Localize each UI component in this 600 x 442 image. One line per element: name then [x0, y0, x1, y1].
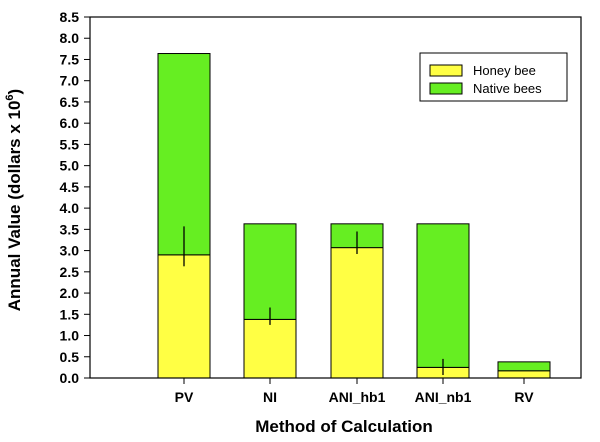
legend-swatch-honey-bee	[429, 64, 463, 77]
y-axis-title-close: )	[5, 89, 24, 95]
plot-layer	[157, 53, 551, 379]
y-tick-label: 6.0	[60, 115, 80, 131]
y-tick-label: 6.5	[60, 94, 80, 110]
y-tick-label: 4.0	[60, 200, 80, 216]
legend-label-honey-bee: Honey bee	[473, 63, 536, 78]
y-axis-title-exponent: 6	[4, 94, 16, 100]
y-tick-label: 3.0	[60, 243, 80, 259]
x-category-label: ANI_nb1	[415, 389, 472, 405]
bar-segment-honey-bee	[157, 254, 211, 379]
legend-box	[419, 52, 568, 102]
legend: Honey bee Native bees	[419, 52, 568, 102]
y-axis-ticks: 0.0 0.5 1.0 1.5 2.0 2.5 3.0 3.5 4.0 4.5 5.0 5.5 6.0 6…	[60, 9, 90, 386]
y-tick-label: 7.0	[60, 73, 80, 89]
bar-segment-honey-bee	[330, 247, 384, 379]
x-axis-categories: PV NI ANI_hb1 ANI_nb1 RV	[175, 378, 534, 405]
y-tick-label: 8.5	[60, 9, 80, 25]
bar-segment-honey-bee	[243, 318, 297, 379]
y-tick-label: 4.5	[60, 179, 80, 195]
bar-segment-native-bees	[497, 361, 551, 372]
x-category-label: PV	[175, 389, 194, 405]
y-tick-label: 3.5	[60, 221, 80, 237]
x-category-label: ANI_hb1	[329, 389, 386, 405]
bar-segment-native-bees	[416, 223, 470, 368]
bar-segment-native-bees	[157, 53, 211, 256]
y-tick-label: 2.0	[60, 285, 80, 301]
x-category-label: RV	[514, 389, 534, 405]
legend-label-native-bees: Native bees	[473, 81, 542, 96]
x-axis-title: Method of Calculation	[255, 417, 433, 436]
y-tick-label: 5.5	[60, 136, 80, 152]
y-tick-label: 1.5	[60, 306, 80, 322]
y-tick-label: 0.0	[60, 370, 80, 386]
bar-segment-native-bees	[243, 223, 297, 320]
y-axis-title: Annual Value (dollars x 106)	[4, 89, 24, 311]
y-axis-title-main: Annual Value (dollars x 10	[5, 101, 24, 312]
y-tick-label: 0.5	[60, 349, 80, 365]
y-tick-label: 1.0	[60, 328, 80, 344]
y-tick-label: 8.0	[60, 30, 80, 46]
y-tick-label: 2.5	[60, 264, 80, 280]
y-tick-label: 5.0	[60, 158, 80, 174]
bar-segment-honey-bee	[497, 370, 551, 379]
x-category-label: NI	[263, 389, 277, 405]
y-tick-label: 7.5	[60, 51, 80, 67]
legend-swatch-native-bees	[429, 82, 463, 95]
plot-frame	[89, 16, 582, 379]
